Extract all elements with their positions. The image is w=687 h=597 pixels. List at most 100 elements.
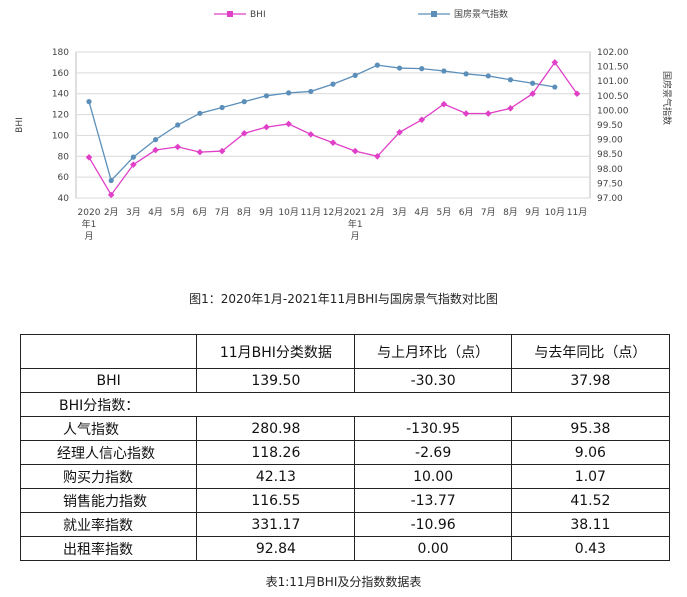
- table-cell: 41.52: [510, 488, 671, 513]
- table-cell: -13.77: [354, 488, 512, 513]
- table-row: 购买力指数 42.13 10.00 1.07: [19, 464, 671, 489]
- table-row-label: 经理人信心指数: [19, 440, 198, 465]
- table-header-cell: 11月BHI分类数据: [196, 334, 356, 369]
- table-cell: 1.07: [510, 464, 671, 489]
- table-cell: -130.95: [354, 416, 512, 441]
- data-point: [530, 80, 536, 86]
- table-section-row: BHI分指数：: [19, 392, 670, 417]
- y2-tick-label: 99.50: [597, 121, 623, 131]
- y-tick-label: 40: [58, 194, 70, 204]
- data-point: [218, 147, 226, 155]
- y-tick-label: 180: [52, 48, 69, 58]
- table-row-bhi: BHI 139.50 -30.30 37.98: [19, 368, 671, 393]
- x-tick-label: 2月: [370, 207, 385, 218]
- data-point: [374, 152, 381, 160]
- data-point: [130, 154, 136, 160]
- table-row-label: 购买力指数: [19, 464, 198, 489]
- data-point: [307, 131, 315, 138]
- data-point: [263, 93, 270, 99]
- y-axis-ticks: 40 60 80 100 120 140 160 180: [52, 48, 69, 204]
- table-header-cell: [19, 334, 198, 369]
- x-tick-label: 5月: [170, 207, 185, 218]
- data-point: [240, 130, 248, 137]
- data-point: [86, 99, 92, 105]
- y2-tick-label: 100.50: [597, 92, 629, 102]
- table-row-label: 人气指数: [19, 416, 198, 441]
- data-point: [441, 68, 447, 74]
- x-tick-label: 6月: [193, 207, 208, 218]
- table-cell: 42.13: [196, 464, 356, 489]
- data-point: [330, 81, 336, 87]
- data-point: [175, 122, 181, 128]
- data-point: [463, 71, 469, 77]
- table-row: 人气指数 280.98 -130.95 95.38: [19, 416, 671, 441]
- data-point: [374, 62, 380, 68]
- table-cell: 280.98: [196, 416, 356, 441]
- x-tick-label: 6月: [459, 207, 474, 218]
- chart-grid: [76, 51, 590, 199]
- y-tick-label: 140: [52, 90, 69, 100]
- y2-tick-label: 98.00: [597, 165, 623, 175]
- table-row-label: 销售能力指数: [19, 488, 198, 513]
- data-point: [462, 110, 470, 117]
- data-point: [174, 143, 182, 151]
- data-point: [197, 110, 203, 116]
- data-point: [107, 191, 115, 199]
- data-point: [286, 90, 292, 96]
- legend-index-marker: [431, 11, 437, 17]
- y2-tick-label: 98.50: [597, 150, 623, 160]
- data-point: [219, 104, 225, 111]
- data-point: [484, 110, 492, 117]
- legend-bhi-marker: [227, 11, 233, 17]
- y2-tick-label: 101.50: [597, 63, 629, 73]
- table-row: 出租率指数 92.84 0.00 0.43: [19, 536, 671, 561]
- x-tick-label: 10月: [545, 207, 565, 218]
- y-axis-label: BHI: [15, 117, 25, 133]
- table-cell: 118.26: [196, 440, 356, 465]
- data-point: [507, 77, 514, 83]
- series-bhi: [85, 59, 581, 199]
- table-cell: 95.38: [510, 416, 671, 441]
- table-caption: 表1:11月BHI及分指数数据表: [265, 575, 422, 589]
- x-axis-ticks: 2020 年1 月2月 3月 4月 5月 6月 7月 8月 9月 10月 11月 12月 2021 年1 月2…: [78, 207, 588, 242]
- table-section-label: BHI分指数：: [19, 392, 197, 417]
- table-cell: -10.96: [354, 512, 512, 537]
- x-tick-label: 9月: [259, 207, 274, 218]
- data-point: [263, 123, 270, 131]
- bhi-data-table: 11月BHI分类数据 与上月环比（点） 与去年同比（点） BHI 139.50 …: [19, 334, 671, 561]
- table-cell: 10.00: [354, 464, 512, 489]
- x-tick-label: 2020 年1 月: [78, 208, 101, 242]
- table-cell: 92.84: [196, 536, 356, 561]
- table-cell: 116.55: [196, 488, 356, 513]
- y2-tick-label: 97.50: [597, 179, 623, 189]
- data-point: [85, 154, 93, 161]
- x-tick-label: 2021 年1 月: [344, 208, 367, 242]
- x-tick-label: 8月: [237, 207, 252, 218]
- table-cell: 139.50: [196, 368, 356, 393]
- table-section-filler: [196, 392, 670, 417]
- data-point: [396, 65, 403, 71]
- y-tick-label: 80: [58, 152, 70, 162]
- table-cell: 331.17: [196, 512, 356, 537]
- table-cell: 0.43: [510, 536, 671, 561]
- data-point: [552, 84, 558, 90]
- x-tick-label: 5月: [437, 207, 452, 218]
- x-tick-label: 2月: [104, 207, 119, 218]
- data-point: [419, 66, 425, 72]
- series-index: [86, 62, 558, 184]
- y-tick-label: 120: [52, 111, 69, 121]
- x-tick-label: 3月: [126, 207, 141, 218]
- table-cell: 38.11: [510, 512, 671, 537]
- data-point: [352, 72, 358, 78]
- x-tick-label: 11月: [567, 207, 587, 218]
- data-point: [573, 90, 581, 98]
- data-point: [351, 147, 359, 155]
- table-cell: 0.00: [354, 536, 512, 561]
- y-tick-label: 160: [52, 69, 69, 79]
- x-tick-label: 3月: [392, 207, 407, 218]
- table-row-label: 出租率指数: [19, 536, 198, 561]
- data-point: [308, 88, 314, 95]
- data-point: [152, 146, 159, 154]
- data-point: [551, 59, 559, 66]
